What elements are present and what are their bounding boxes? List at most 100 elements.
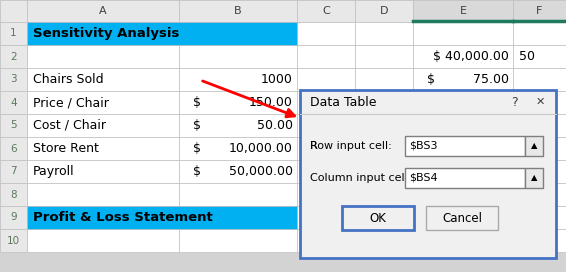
Text: ?: ? [511,95,517,109]
Text: OK: OK [370,212,387,224]
Text: 2: 2 [10,51,17,61]
Bar [355,160,413,183]
Bar [0,114,27,137]
Bar [179,160,297,183]
Bar [179,206,297,229]
Bar [27,91,179,114]
Bar [297,206,355,229]
Bar [355,183,413,206]
Bar [513,114,566,137]
Text: 75.00: 75.00 [473,73,509,86]
Text: 9: 9 [10,212,17,222]
Text: Cancel: Cancel [442,212,482,224]
Bar [297,68,355,91]
Bar [413,114,513,137]
Bar [297,137,355,160]
Bar [513,45,566,68]
Text: 1: 1 [10,29,17,39]
Bar [513,0,566,22]
Bar [297,45,355,68]
Bar [525,168,543,188]
Bar [179,91,297,114]
Bar [27,206,179,229]
Text: Store Rent: Store Rent [33,142,99,155]
Text: 10,000.00: 10,000.00 [229,142,293,155]
Text: $: $ [193,119,201,132]
Bar [179,229,297,252]
Bar [27,68,179,91]
Bar [525,136,543,156]
Text: 50: 50 [519,50,535,63]
Text: E: E [460,6,466,16]
Bar [413,137,513,160]
Text: ✕: ✕ [535,97,544,107]
Text: Sensitivity Analysis: Sensitivity Analysis [33,27,179,40]
Bar [179,0,297,22]
Bar [0,45,27,68]
Bar [413,22,513,45]
Text: Chairs Sold: Chairs Sold [33,73,104,86]
Text: 6: 6 [10,144,17,153]
Bar [27,0,179,22]
Bar [27,183,179,206]
Bar [355,91,413,114]
Text: 5: 5 [10,120,17,131]
Bar [513,91,566,114]
Text: 4: 4 [10,97,17,107]
Bar [27,22,179,45]
Bar [179,114,297,137]
Bar [27,229,179,252]
Text: Column input cell:: Column input cell: [310,173,411,183]
Bar [27,160,179,183]
Bar [297,229,355,252]
Text: 3: 3 [10,75,17,85]
Text: Row input cell:: Row input cell: [310,141,392,151]
Bar [297,0,355,22]
Bar [0,183,27,206]
Text: 150.00: 150.00 [249,96,293,109]
Bar [179,137,297,160]
Bar [413,183,513,206]
Text: Data Table: Data Table [310,95,376,109]
Bar [513,160,566,183]
Text: F: F [537,6,543,16]
Bar [413,45,513,68]
Bar [0,91,27,114]
Text: 7: 7 [10,166,17,177]
Text: R: R [310,141,318,151]
Bar [27,22,297,45]
Bar [413,91,513,114]
Bar [413,0,513,22]
Bar [513,68,566,91]
Bar [342,206,414,230]
Bar [413,160,513,183]
Bar [355,45,413,68]
Bar [513,229,566,252]
Text: $: $ [193,165,201,178]
Text: $: $ [193,142,201,155]
Bar [297,91,355,114]
Bar [0,68,27,91]
Text: Payroll: Payroll [33,165,75,178]
Bar [0,0,27,22]
Text: $: $ [427,73,435,86]
Bar [0,229,27,252]
Bar [413,68,513,91]
Bar [297,160,355,183]
Bar [355,137,413,160]
Bar [179,22,297,45]
Bar [0,137,27,160]
Text: $ 40,000.00: $ 40,000.00 [433,50,509,63]
Bar [355,229,413,252]
Bar [355,206,413,229]
Bar [413,229,513,252]
Text: 1000: 1000 [261,73,293,86]
Bar [405,168,525,188]
Text: A: A [99,6,107,16]
Bar [179,68,297,91]
Bar [513,206,566,229]
Bar [513,137,566,160]
Text: 50,000.00: 50,000.00 [229,165,293,178]
Bar [297,114,355,137]
Bar [179,183,297,206]
